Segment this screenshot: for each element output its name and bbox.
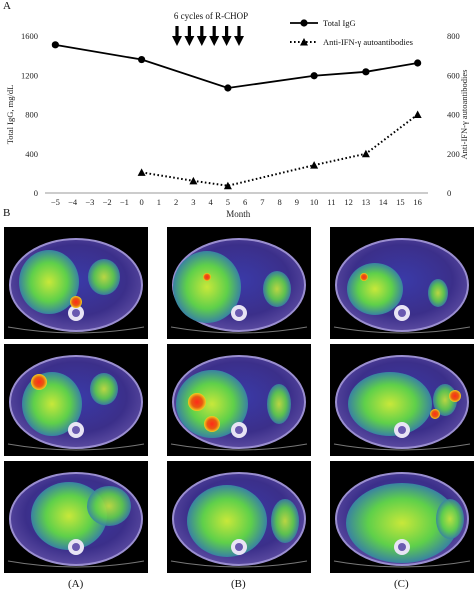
- x-tick-label: 13: [362, 197, 371, 207]
- total-igg-point: [414, 59, 422, 67]
- y-right-tick-label: 600: [447, 70, 460, 80]
- x-tick-label: 1: [157, 197, 161, 207]
- total-igg-point: [310, 72, 318, 80]
- rchop-cycle-arrow: [196, 26, 207, 46]
- y-left-axis-label: Total IgG, mg/dL: [5, 85, 15, 145]
- total-igg-point: [138, 55, 146, 64]
- total-igg-point: [224, 84, 232, 92]
- scan-column-label-c: (C): [394, 578, 409, 590]
- y-right-tick-label: 0: [447, 188, 451, 198]
- rchop-cycle-arrow: [221, 26, 232, 46]
- x-tick-label: 2: [174, 197, 178, 207]
- x-tick-label: 16: [413, 197, 422, 207]
- pet-ct-scan-image: [330, 227, 474, 339]
- y-right-axis-label: Anti-IFN-γ autoantibodies: [459, 70, 469, 160]
- panel-label-a: A: [3, 0, 11, 12]
- x-tick-label: −1: [120, 197, 129, 207]
- x-tick-label: 8: [278, 197, 282, 207]
- x-tick-label: 12: [344, 197, 353, 207]
- anti-ifn-line: [141, 113, 419, 187]
- pet-ct-scan-image: [4, 344, 148, 456]
- y-left-tick-label: 800: [25, 110, 38, 120]
- y-left-tick-label: 400: [25, 149, 38, 159]
- y-left-tick-label: 1600: [21, 31, 38, 41]
- x-tick-label: 6: [243, 197, 247, 207]
- y-left-tick-label: 1200: [21, 70, 38, 80]
- rchop-annotation: 6 cycles of R-CHOP: [174, 11, 248, 21]
- rchop-cycle-arrow: [209, 26, 220, 46]
- legend-ab-label: Anti-IFN-γ autoantibodies: [323, 37, 413, 47]
- legend-igg-swatch-marker: [300, 19, 308, 27]
- scan-column-label-b: (B): [231, 578, 246, 590]
- rchop-cycle-arrow: [184, 26, 195, 46]
- x-tick-label: −4: [68, 197, 78, 207]
- x-tick-label: 3: [191, 197, 195, 207]
- total-igg-point: [362, 68, 370, 76]
- y-right-tick-label: 200: [447, 149, 460, 159]
- x-tick-label: 11: [327, 197, 335, 207]
- anti-ifn-point: [361, 149, 370, 158]
- pet-ct-scan-image: [167, 227, 311, 339]
- x-tick-label: 7: [260, 197, 264, 207]
- igg-antibody-chart: −5 −4 −3 −2 −1 0 1 2 3 4 5 6 7 8 9 10 11 12 13 14 15 16Month0…: [5, 11, 469, 219]
- x-tick-label: −5: [51, 197, 60, 207]
- total-igg-point: [51, 41, 59, 49]
- y-right-tick-label: 400: [447, 110, 460, 120]
- panel-label-b: B: [3, 207, 11, 219]
- pet-ct-scan-image: [167, 344, 311, 456]
- pet-ct-scan-grid: [4, 222, 474, 573]
- legend-ab-swatch-marker: [300, 38, 308, 46]
- x-tick-label: 15: [396, 197, 405, 207]
- x-tick-label: −3: [85, 197, 94, 207]
- pet-ct-scan-image: [330, 344, 474, 456]
- anti-ifn-point: [223, 181, 232, 190]
- x-axis-label: Month: [226, 209, 251, 219]
- x-tick-label: 4: [208, 197, 213, 207]
- pet-ct-scan-image: [330, 461, 474, 573]
- rchop-cycle-arrow: [172, 26, 182, 46]
- x-tick-label: −2: [103, 197, 112, 207]
- x-tick-label: 14: [379, 197, 388, 207]
- y-left-tick-label: 0: [34, 188, 38, 198]
- pet-ct-scan-image: [4, 227, 148, 339]
- y-right-tick-label: 800: [447, 31, 460, 41]
- x-tick-label: 5: [226, 197, 230, 207]
- legend-igg-label: Total IgG: [323, 18, 356, 28]
- pet-ct-scan-image: [167, 461, 311, 573]
- anti-ifn-point: [137, 168, 146, 176]
- total-igg-line: [55, 43, 418, 89]
- anti-ifn-point: [413, 110, 422, 118]
- scan-column-label-a: (A): [68, 578, 84, 590]
- x-tick-label: 10: [310, 197, 319, 207]
- anti-ifn-point: [310, 161, 319, 169]
- rchop-cycle-arrow: [234, 26, 244, 46]
- x-tick-label: 9: [295, 197, 299, 207]
- x-tick-label: 0: [139, 197, 143, 207]
- anti-ifn-point: [189, 176, 198, 185]
- pet-ct-scan-image: [4, 461, 148, 573]
